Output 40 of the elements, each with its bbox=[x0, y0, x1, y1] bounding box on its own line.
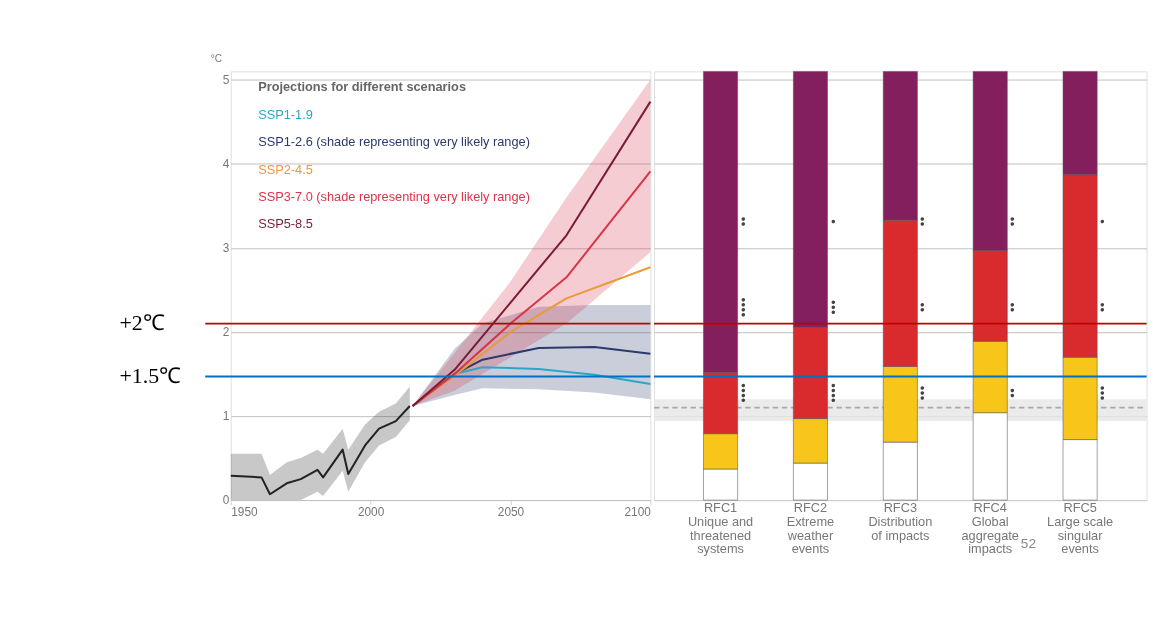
annotation: ●● bbox=[1008, 387, 1018, 398]
y-tick-label: 4 bbox=[222, 156, 230, 171]
x-tick-label: RFC4 Global aggregate impacts bbox=[961, 500, 1019, 557]
text: SSP1-1.9 bbox=[258, 106, 313, 122]
annotation: ●●● bbox=[1098, 385, 1108, 401]
text: SSP5-8.5 bbox=[258, 216, 313, 232]
annotation: ●●●● bbox=[738, 383, 748, 403]
annotation: ●● bbox=[1008, 216, 1018, 227]
y-tick-label: 0 bbox=[222, 493, 230, 508]
ref-line-label: +1.5℃ bbox=[119, 362, 182, 388]
x-tick-label: 2050 bbox=[497, 505, 525, 520]
x-tick-label: RFC3 Distribution of impacts bbox=[868, 500, 933, 543]
y-tick-label: 5 bbox=[222, 72, 230, 87]
annotation: ●●●● bbox=[828, 383, 838, 403]
text: SSP3-7.0 (shade representing very likely range) bbox=[258, 188, 530, 204]
annotation: ●● bbox=[918, 302, 928, 313]
y-axis-title: °C bbox=[210, 53, 222, 65]
x-tick-label: 1950 bbox=[231, 505, 258, 520]
x-tick-label: 2100 bbox=[624, 505, 652, 520]
y-tick-label: 1 bbox=[222, 409, 230, 424]
annotation: ●● bbox=[738, 216, 748, 227]
y-tick-label: 3 bbox=[222, 241, 230, 256]
annotation: ●●● bbox=[828, 299, 838, 315]
text: SSP1-2.6 (shade representing very likely range) bbox=[258, 134, 530, 150]
x-tick-label: RFC1 Unique and threatened systems bbox=[687, 500, 754, 557]
annotation: ● bbox=[1098, 218, 1108, 224]
ref-line-label: +2℃ bbox=[119, 309, 165, 335]
annotation: ● bbox=[828, 218, 838, 224]
annotation: ●● bbox=[1098, 302, 1108, 313]
annotation: ●●● bbox=[918, 385, 928, 401]
y-tick-label: 2 bbox=[222, 325, 230, 340]
legend-title: Projections for different scenarios bbox=[258, 79, 467, 95]
annotation: ●● bbox=[1008, 302, 1018, 313]
x-tick-label: 2000 bbox=[357, 505, 385, 520]
text: SSP2-4.5 bbox=[258, 161, 313, 177]
text: 52 bbox=[1020, 536, 1037, 552]
x-tick-label: RFC2 Extreme weather events bbox=[786, 500, 835, 557]
x-tick-label: RFC5 Large scale singular events bbox=[1047, 500, 1114, 557]
annotation: ●●●● bbox=[738, 297, 748, 318]
annotation: ●● bbox=[918, 216, 928, 227]
